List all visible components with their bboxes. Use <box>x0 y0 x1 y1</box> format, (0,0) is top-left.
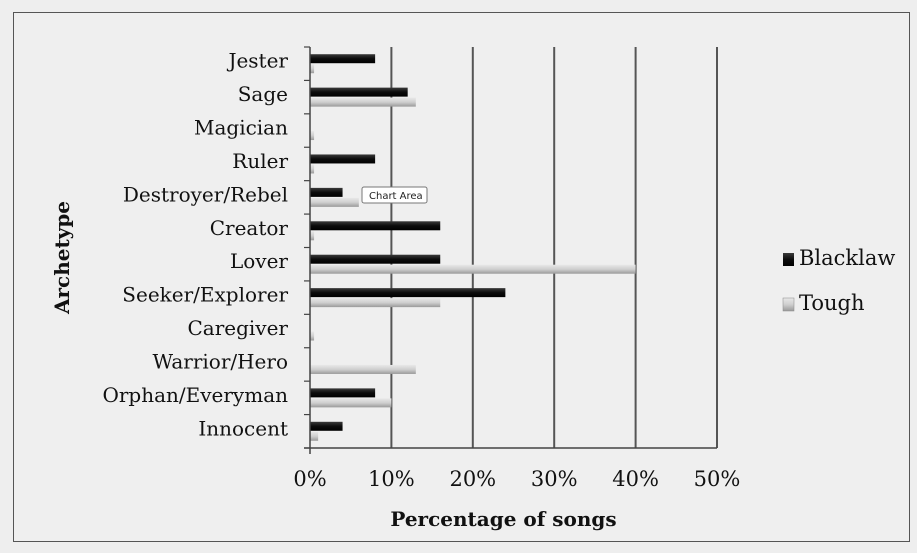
category-label: Creator <box>210 216 289 240</box>
category-label: Destroyer/Rebel <box>123 182 288 206</box>
chart-area-tooltip: Chart Area <box>361 186 428 204</box>
y-axis-title: Archetype <box>50 201 74 315</box>
bar-tough <box>310 97 416 107</box>
legend-swatch <box>782 297 795 312</box>
bar-blacklaw <box>310 254 441 264</box>
bar-tough <box>310 231 315 241</box>
gridlines <box>390 47 718 448</box>
x-axis-title: Percentage of songs <box>390 507 616 531</box>
category-label: Orphan/Everyman <box>102 383 288 407</box>
category-label: Innocent <box>198 416 288 440</box>
category-label: Magician <box>194 116 288 140</box>
bar-blacklaw <box>310 221 441 231</box>
bar-tough <box>310 264 636 274</box>
bar-blacklaw <box>310 187 343 197</box>
bar-tough <box>310 64 315 74</box>
tooltip-text: Chart Area <box>369 191 423 202</box>
bar-blacklaw <box>310 388 376 398</box>
category-label: Ruler <box>232 149 288 173</box>
bar-tough <box>310 197 359 207</box>
bar-tough <box>310 398 392 408</box>
bar-tough <box>310 431 319 441</box>
category-label: Jester <box>226 49 288 73</box>
bars <box>310 54 636 441</box>
legend-label: Blacklaw <box>799 246 895 270</box>
bar-tough <box>310 164 315 174</box>
category-label: Caregiver <box>187 316 288 340</box>
category-label: Seeker/Explorer <box>122 283 288 307</box>
bar-tough <box>310 364 416 374</box>
x-tick-label: 50% <box>694 467 741 491</box>
legend: Blacklaw Tough <box>782 246 895 315</box>
bar-blacklaw <box>310 154 376 164</box>
bar-blacklaw <box>310 87 408 97</box>
bar-tough <box>310 131 315 141</box>
category-label: Lover <box>230 249 288 273</box>
bar-blacklaw <box>310 421 343 431</box>
x-tick-label: 10% <box>368 467 415 491</box>
category-label: Sage <box>238 82 288 106</box>
x-tick-label: 40% <box>612 467 659 491</box>
bar-blacklaw <box>310 54 376 64</box>
category-label: Warrior/Hero <box>153 349 288 373</box>
x-tick-labels: 0% 10% 20% 30% 40% 50% <box>293 467 740 491</box>
tooltip-box <box>361 186 428 204</box>
bar-chart: Jester Sage Magician Ruler Destroyer/Rebel Cr… <box>50 46 895 531</box>
x-tick-label: 0% <box>293 467 326 491</box>
legend-swatch <box>783 253 794 266</box>
bar-tough <box>310 298 441 308</box>
axes <box>304 46 717 454</box>
x-tick-label: 20% <box>449 467 496 491</box>
category-labels: Jester Sage Magician Ruler Destroyer/Rebel Cr… <box>102 49 288 441</box>
bar-blacklaw <box>310 288 506 298</box>
x-tick-label: 30% <box>531 467 578 491</box>
legend-label: Tough <box>799 291 865 315</box>
chart-area[interactable]: Jester Sage Magician Ruler Destroyer/Rebel Cr… <box>13 12 910 542</box>
bar-tough <box>310 331 315 341</box>
